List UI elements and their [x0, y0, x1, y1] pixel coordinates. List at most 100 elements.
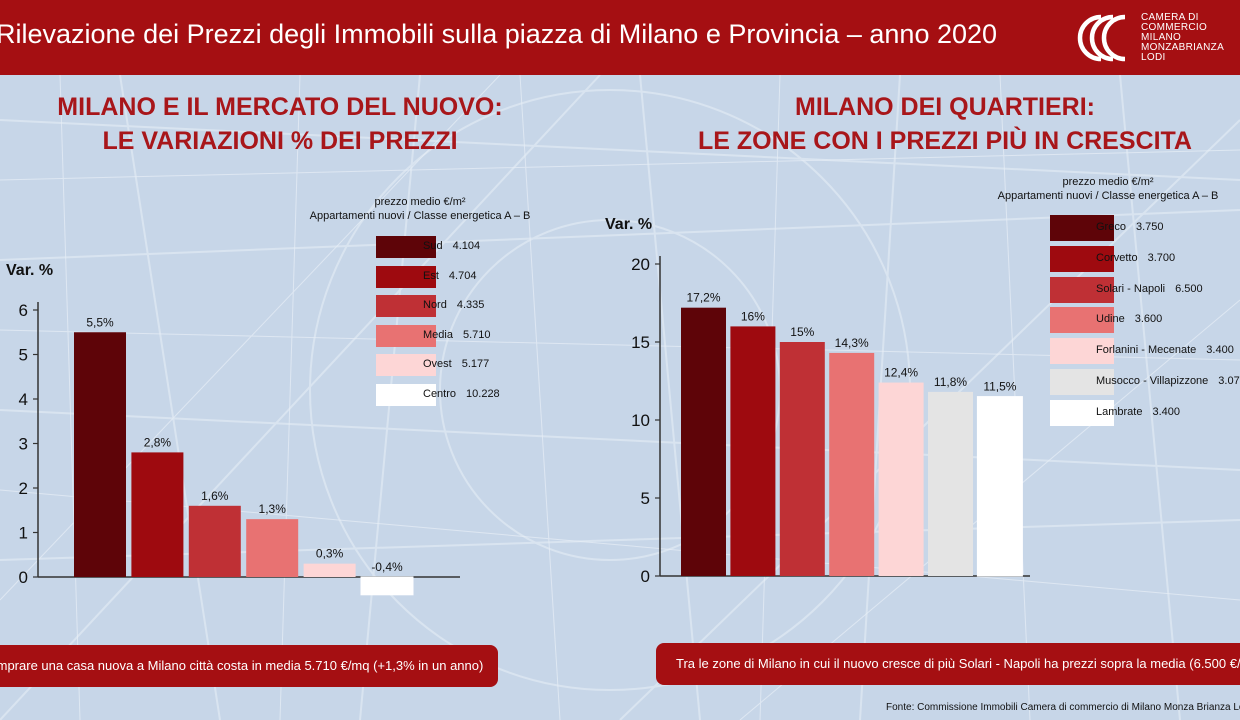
- right-chart-title: MILANO DEI QUARTIERI: LE ZONE CON I PREZ…: [697, 93, 1192, 155]
- left-chart-bar: [246, 519, 299, 577]
- left-chart-data-label: 1,6%: [201, 489, 229, 503]
- left-legend-title: prezzo medio €/m² Appartamenti nuovi / C…: [309, 196, 531, 222]
- right-legend-title: prezzo medio €/m² Appartamenti nuovi / C…: [997, 176, 1219, 202]
- right-chart-y-tick-label: 0: [641, 567, 650, 586]
- right-chart-bar: [829, 352, 875, 576]
- right-chart-bar: [928, 391, 973, 576]
- left-chart-y-tick-label: 4: [19, 390, 28, 409]
- right-legend-name: Solari - Napoli: [1096, 282, 1166, 295]
- left-legend-swatch: [376, 295, 436, 318]
- right-legend-price: 6.500: [1175, 282, 1203, 295]
- right-chart-data-label: 11,5%: [983, 380, 1016, 394]
- left-summary-text: Comprare una casa nuova a Milano città c…: [0, 658, 484, 673]
- right-legend-swatch: [1050, 399, 1114, 426]
- left-chart-bar: [74, 332, 126, 577]
- left-legend-price: 5.710: [462, 328, 491, 341]
- left-legend-name: Ovest: [423, 358, 452, 371]
- left-chart-y-tick-label: 2: [19, 479, 28, 498]
- left-legend-name: Centro: [423, 388, 457, 400]
- left-legend-entry: Sud 4.104: [423, 240, 480, 252]
- left-legend-entry: Nord 4.335: [423, 299, 484, 311]
- left-legend-name: Media: [423, 328, 453, 341]
- left-legend-price: 5.177: [461, 358, 490, 371]
- right-chart-data-label: 16%: [741, 309, 765, 323]
- left-chart-y-tick-label: 5: [19, 346, 28, 365]
- right-chart-bar: [976, 396, 1023, 577]
- right-chart-bar: [681, 307, 726, 576]
- right-legend-price: 3.750: [1135, 221, 1164, 233]
- right-chart-data-label: 15%: [790, 325, 814, 339]
- left-legend-price: 4.335: [456, 299, 485, 312]
- left-chart-y-tick-label: 1: [19, 524, 28, 543]
- left-chart-y-tick-label: 0: [19, 568, 28, 587]
- left-chart-data-label: 2,8%: [144, 435, 172, 449]
- left-summary-banner: Comprare una casa nuova a Milano città c…: [0, 645, 498, 687]
- left-legend-price: 4.704: [448, 269, 477, 282]
- left-chart-bar: [360, 576, 414, 596]
- left-chart-data-label: 0,3%: [316, 547, 344, 561]
- left-chart-y-tick-label: 3: [19, 435, 28, 454]
- left-chart-y-tick-label: 6: [19, 301, 28, 320]
- source-note: Fonte: Commissione Immobili Camera di co…: [886, 702, 1240, 713]
- left-y-axis-title: Var. %: [6, 262, 54, 279]
- left-legend-name: Sud: [423, 240, 443, 252]
- right-legend-name: Forlanini - Mecenate: [1096, 344, 1197, 357]
- left-legend-entry: Centro 10.228: [423, 388, 500, 400]
- header-bar: Rilevazione dei Prezzi degli Immobili su…: [0, 0, 1240, 75]
- left-chart-data-label: 5,5%: [86, 315, 114, 329]
- left-legend-entry: Media 5.710: [423, 329, 491, 341]
- left-chart-title: MILANO E IL MERCATO DEL NUOVO: LE VARIAZ…: [57, 93, 503, 155]
- left-legend-swatch: [376, 324, 436, 347]
- left-legend-swatch: [376, 384, 436, 406]
- left-chart-data-label: 1,3%: [259, 502, 287, 516]
- left-legend-price: 4.104: [452, 240, 481, 252]
- right-legend-swatch: [1050, 245, 1114, 272]
- right-chart-data-label: 17,2%: [686, 291, 720, 305]
- right-legend-price: 3.400: [1206, 344, 1234, 357]
- left-legend-swatch: [376, 265, 436, 288]
- right-chart-bar: [779, 342, 825, 576]
- left-legend-swatch: [376, 236, 436, 258]
- right-legend-swatch: [1050, 369, 1114, 395]
- chamber-logo-icon: [1077, 14, 1126, 62]
- right-chart-data-label: 14,3%: [835, 336, 869, 350]
- left-legend-entry: Ovest 5.177: [423, 358, 489, 370]
- left-legend-name: Est: [423, 269, 439, 282]
- right-chart-bar: [730, 326, 776, 576]
- left-chart-bar: [131, 452, 184, 577]
- right-chart-data-label: 11,8%: [934, 375, 967, 389]
- right-legend-swatch: [1050, 276, 1114, 303]
- chamber-logo-text: CAMERA DI COMMERCIO MILANO MONZABRIANZA …: [1141, 12, 1225, 63]
- right-legend-entry: Greco 3.750: [1096, 221, 1164, 233]
- left-legend-price: 10.228: [466, 388, 500, 400]
- right-chart-data-label: 12,4%: [884, 366, 918, 380]
- right-legend-entry: Musocco - Villapizzone 3.075: [1096, 375, 1240, 387]
- right-legend-entry: Solari - Napoli 6.500: [1096, 283, 1203, 295]
- right-chart-y-tick-label: 10: [631, 411, 650, 430]
- right-legend-name: Lambrate: [1096, 405, 1143, 418]
- right-legend-entry: Corvetto 3.700: [1096, 252, 1175, 264]
- left-legend-swatch: [376, 354, 436, 377]
- left-legend-name: Nord: [423, 299, 447, 312]
- right-legend-name: Udine: [1096, 313, 1125, 326]
- right-legend-entry: Forlanini - Mecenate 3.400: [1096, 344, 1234, 356]
- right-legend-name: Corvetto: [1096, 251, 1138, 264]
- right-chart-y-tick-label: 5: [641, 489, 650, 508]
- left-chart-data-label: -0,4%: [371, 560, 403, 574]
- right-legend-swatch: [1050, 338, 1114, 365]
- right-legend-name: Greco: [1096, 221, 1126, 233]
- left-legend-entry: Est 4.704: [423, 270, 476, 282]
- right-chart-bar: [878, 382, 924, 576]
- right-legend-price: 3.700: [1147, 251, 1176, 264]
- left-chart-bar: [188, 505, 241, 577]
- right-summary-banner: Tra le zone di Milano in cui il nuovo cr…: [656, 643, 1240, 685]
- right-legend-price: 3.400: [1152, 405, 1181, 418]
- right-legend-price: 3.600: [1134, 313, 1163, 326]
- left-chart-bar: [303, 563, 356, 577]
- right-legend-entry: Lambrate 3.400: [1096, 406, 1180, 418]
- right-chart-y-tick-label: 15: [631, 333, 650, 352]
- right-legend-swatch: [1050, 215, 1114, 241]
- right-y-axis-title: Var. %: [605, 216, 653, 233]
- right-legend-entry: Udine 3.600: [1096, 313, 1162, 325]
